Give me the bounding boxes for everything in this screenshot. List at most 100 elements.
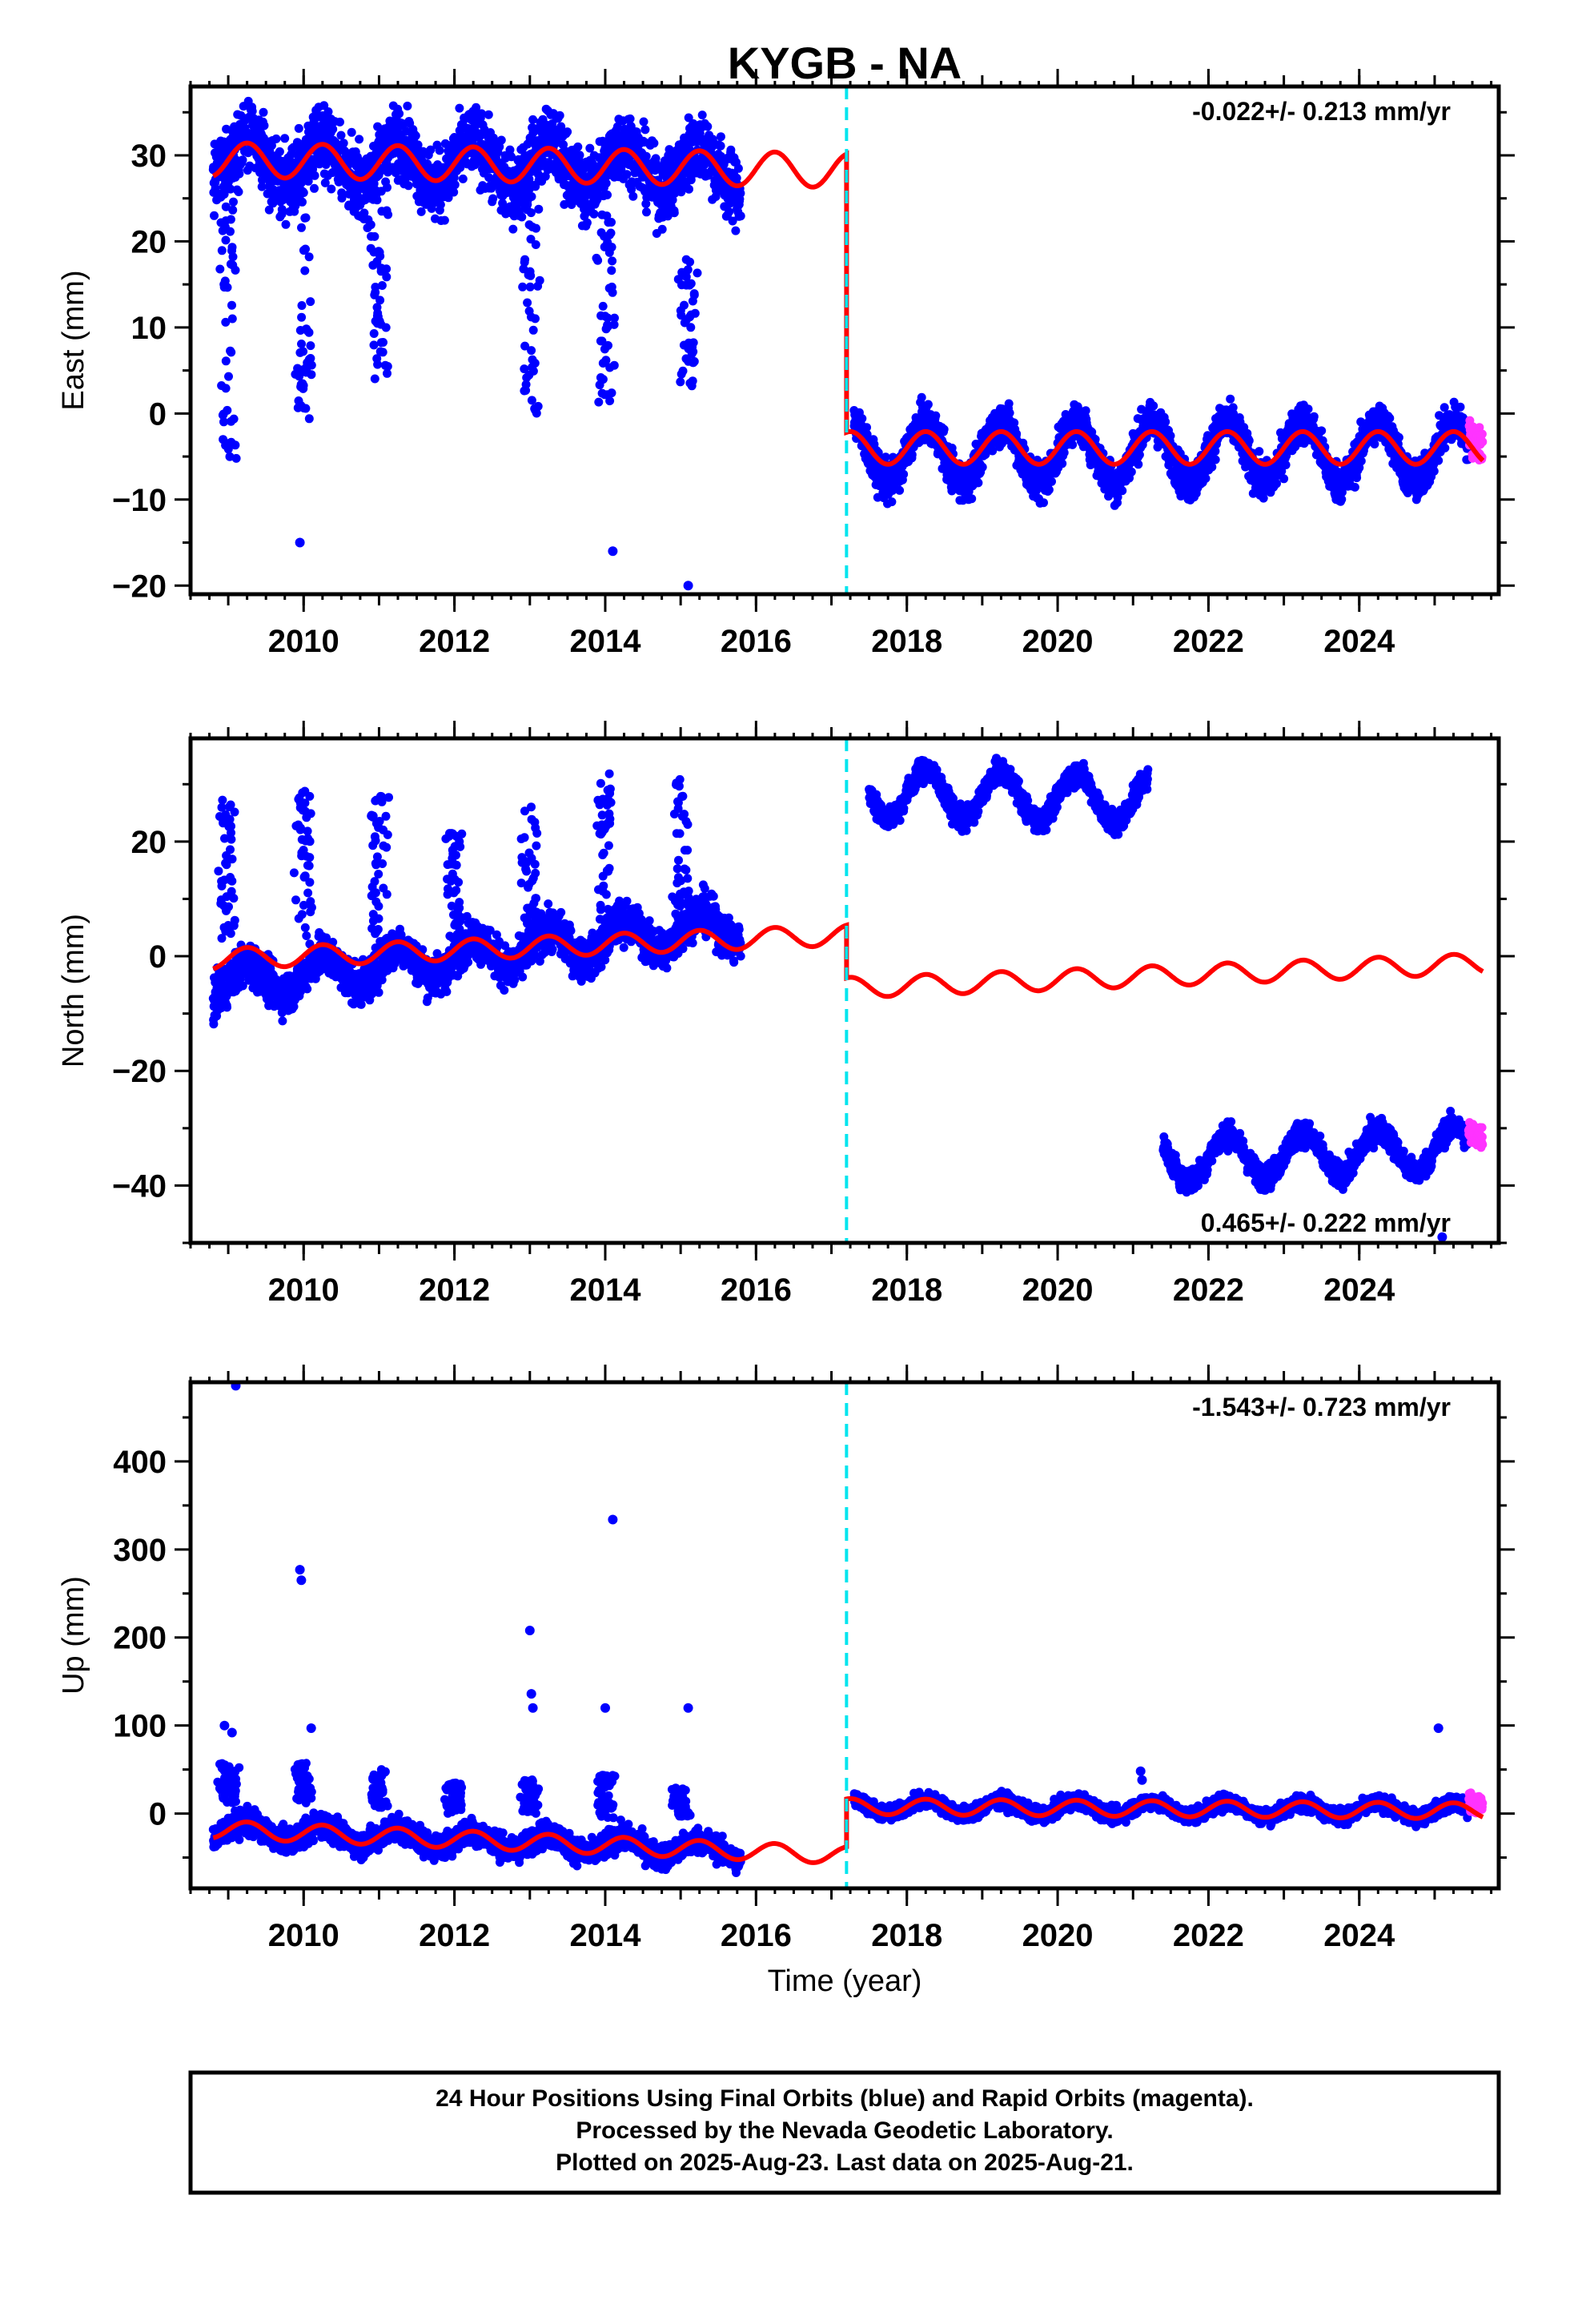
final-orbit-point — [293, 403, 303, 412]
final-orbit-point — [736, 211, 745, 221]
final-orbit-point — [416, 207, 426, 216]
final-orbit-point — [899, 469, 909, 479]
final-orbit-point — [559, 140, 568, 150]
final-orbit-point — [221, 440, 231, 450]
final-orbit-point — [238, 155, 247, 165]
final-orbit-point — [449, 187, 459, 197]
final-orbit-point — [603, 190, 612, 199]
final-orbit-point — [426, 145, 436, 155]
final-orbit-point — [495, 142, 504, 151]
final-orbit-point — [303, 176, 313, 186]
final-orbit-point — [917, 392, 926, 402]
data-points — [208, 96, 1488, 591]
final-orbit-point — [301, 213, 311, 223]
final-orbit-point — [293, 364, 303, 373]
final-orbit-point — [257, 182, 267, 191]
final-orbit-point — [725, 207, 734, 216]
final-orbit-point — [1118, 486, 1127, 496]
final-orbit-point — [534, 204, 544, 214]
final-orbit-point — [335, 117, 344, 127]
final-orbit-point — [370, 374, 379, 384]
final-orbit-point — [600, 344, 609, 354]
final-orbit-point — [373, 122, 383, 131]
final-orbit-point — [306, 354, 315, 363]
final-orbit-point — [477, 109, 486, 119]
final-orbit-point — [939, 424, 949, 434]
final-orbit-point — [435, 146, 444, 155]
final-orbit-point — [1281, 460, 1291, 469]
final-orbit-point — [596, 336, 605, 346]
final-orbit-point — [697, 111, 707, 120]
final-orbit-point — [726, 145, 736, 155]
final-orbit-point — [1303, 404, 1313, 414]
final-orbit-point — [689, 358, 697, 368]
final-orbit-point — [271, 134, 281, 143]
final-orbit-point — [297, 312, 307, 322]
final-orbit-point — [518, 282, 528, 292]
final-orbit-point — [323, 107, 333, 116]
final-orbit-point — [259, 133, 268, 143]
outlier-point — [683, 581, 693, 591]
final-orbit-point — [526, 235, 536, 244]
final-orbit-point — [1317, 426, 1327, 436]
final-orbit-point — [374, 248, 383, 258]
final-orbit-point — [359, 208, 369, 218]
final-orbit-point — [378, 348, 387, 357]
final-orbit-point — [1394, 432, 1403, 442]
final-orbit-point — [215, 264, 225, 274]
final-orbit-point — [310, 171, 319, 180]
final-orbit-point — [594, 397, 604, 407]
final-orbit-point — [227, 314, 237, 324]
final-orbit-point — [521, 380, 531, 389]
final-orbit-point — [514, 199, 524, 208]
final-orbit-point — [218, 410, 227, 420]
final-orbit-point — [601, 324, 611, 334]
final-orbit-point — [1201, 473, 1211, 483]
final-orbit-point — [450, 180, 460, 190]
final-orbit-point — [612, 122, 622, 131]
final-orbit-point — [1058, 459, 1067, 468]
final-orbit-point — [458, 174, 468, 183]
final-orbit-point — [649, 139, 659, 148]
final-orbit-point — [669, 208, 679, 218]
final-orbit-point — [628, 191, 638, 201]
final-orbit-point — [381, 323, 391, 332]
final-orbit-point — [1004, 399, 1014, 408]
final-orbit-point — [217, 381, 227, 390]
final-orbit-point — [277, 205, 287, 214]
final-orbit-point — [608, 256, 617, 266]
final-orbit-point — [1047, 476, 1056, 486]
final-orbit-point — [520, 341, 530, 351]
final-orbit-point — [686, 279, 696, 288]
final-orbit-point — [444, 193, 453, 203]
final-orbit-point — [677, 267, 687, 277]
final-orbit-point — [229, 414, 239, 424]
final-orbit-point — [689, 289, 699, 299]
final-orbit-point — [336, 131, 346, 140]
final-orbit-point — [1149, 401, 1158, 411]
final-orbit-point — [294, 123, 303, 133]
final-orbit-point — [907, 450, 917, 460]
final-orbit-point — [297, 223, 306, 232]
final-orbit-point — [690, 308, 700, 318]
final-orbit-point — [227, 246, 236, 255]
final-orbit-point — [488, 194, 498, 203]
final-orbit-point — [367, 231, 376, 241]
rapid-orbit-point — [1478, 437, 1488, 447]
final-orbit-point — [508, 224, 518, 234]
final-orbit-point — [373, 360, 383, 369]
final-orbit-point — [604, 247, 614, 257]
final-orbit-point — [523, 195, 532, 205]
final-orbit-point — [234, 187, 243, 196]
final-orbit-point — [555, 111, 564, 120]
final-orbit-point — [319, 101, 329, 111]
final-orbit-point — [355, 135, 364, 144]
final-orbit-point — [484, 110, 493, 119]
final-orbit-point — [436, 200, 445, 209]
final-orbit-point — [299, 347, 308, 356]
final-orbit-point — [1126, 467, 1136, 476]
final-orbit-point — [377, 281, 387, 290]
final-orbit-point — [688, 376, 697, 386]
final-orbit-point — [582, 218, 592, 227]
final-orbit-point — [523, 298, 532, 308]
